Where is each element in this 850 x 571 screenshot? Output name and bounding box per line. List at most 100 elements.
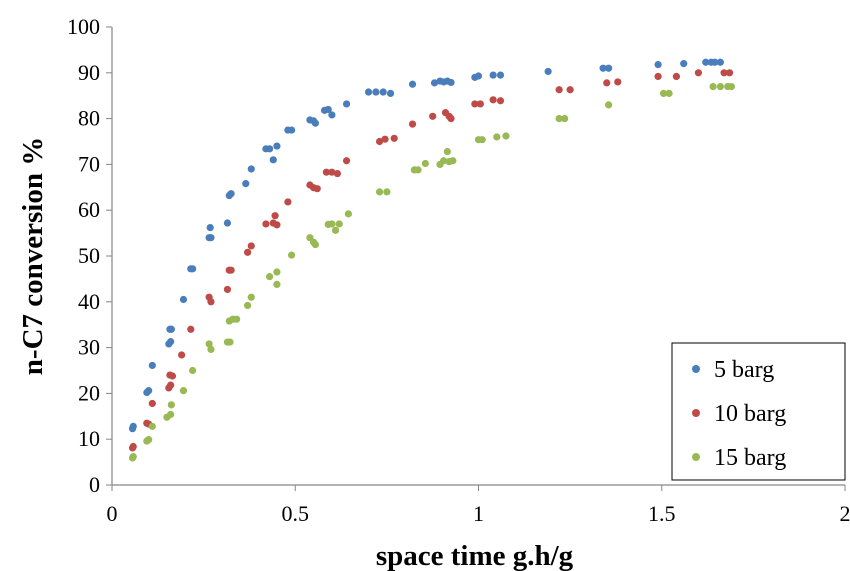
data-point-5-barg [227,190,235,198]
data-point-10-barg [725,69,734,77]
data-point-10-barg [271,212,279,220]
data-point-15-barg [328,220,336,228]
data-point-5-barg [328,111,336,119]
data-point-10-barg [167,381,175,389]
data-point-15-barg [659,89,668,98]
data-point-5-barg [269,156,277,164]
data-point-15-barg [148,422,156,430]
y-tick-label: 20 [78,380,100,405]
y-tick-label: 10 [78,426,100,451]
data-point-5-barg [496,71,505,79]
data-points [128,58,735,462]
data-point-5-barg [189,265,197,273]
data-point-10-barg [244,248,252,256]
data-point-5-barg [702,58,710,66]
data-point-15-barg [244,301,252,310]
data-point-5-barg [179,295,188,304]
data-point-10-barg [284,198,292,206]
data-point-5-barg [129,422,137,430]
x-tick-label: 0 [107,501,118,526]
data-point-10-barg [390,134,398,142]
data-point-5-barg [430,79,439,87]
data-point-15-barg [335,220,343,228]
data-point-15-barg [273,268,281,276]
data-point-5-barg [364,88,373,96]
data-point-10-barg [342,157,351,165]
data-point-15-barg [344,210,352,218]
data-point-5-barg [711,58,719,66]
legend-label: 15 barg [714,445,786,471]
data-point-15-barg [145,436,153,444]
data-point-15-barg [727,82,735,91]
data-point-5-barg [167,338,175,346]
data-point-10-barg [262,220,270,228]
data-point-10-barg [168,372,177,380]
data-point-10-barg [322,168,331,176]
data-point-15-barg [443,147,451,156]
data-point-10-barg [148,399,156,408]
data-point-15-barg [129,453,137,461]
data-point-5-barg [474,72,483,80]
data-point-15-barg [189,366,197,375]
data-point-15-barg [226,338,234,346]
data-point-5-barg [408,80,417,88]
data-point-5-barg [386,89,395,98]
y-tick-label: 30 [78,335,100,360]
data-point-10-barg [408,120,417,128]
data-point-10-barg [129,442,137,451]
x-tick-label: 1 [473,501,484,526]
data-point-10-barg [654,72,662,81]
data-point-15-barg [605,101,613,109]
x-tick-label: 0.5 [282,501,310,526]
data-point-15-barg [709,82,717,91]
data-point-10-barg [720,69,728,77]
y-tick-label: 0 [89,472,100,497]
data-point-10-barg [273,221,281,229]
data-point-5-barg [605,64,613,72]
data-point-5-barg [680,60,688,68]
data-point-5-barg [273,142,281,150]
data-point-5-barg [148,361,156,370]
x-axis-title: space time g.h/g [376,540,574,571]
data-point-15-barg [287,251,296,259]
y-tick-label: 50 [78,243,100,268]
data-point-15-barg [331,226,340,234]
data-point-10-barg [178,351,186,359]
legend: 5 barg 10 barg 15 barg [671,342,846,481]
y-tick-label: 100 [67,14,100,39]
data-point-5-barg [342,100,351,108]
data-point-10-barg [694,69,703,77]
tick-labels: 0 10 20 30 40 50 60 70 80 90 100 0 0.5 1 1.5 2 [67,14,850,526]
legend-marker [692,409,700,417]
data-point-10-barg [429,112,437,120]
y-tick-label: 90 [78,60,100,85]
data-point-10-barg [566,86,574,94]
data-point-10-barg [247,242,255,250]
x-tick-label: 2 [840,501,850,526]
data-point-15-barg [167,401,175,409]
data-point-10-barg [489,96,497,104]
data-point-15-barg [311,240,320,249]
data-point-5-barg [145,387,153,395]
data-point-10-barg [375,137,384,146]
data-point-15-barg [167,410,175,419]
data-point-10-barg [227,266,235,274]
data-point-10-barg [496,97,505,105]
data-point-15-barg [665,89,673,98]
data-point-10-barg [447,115,455,123]
data-point-10-barg [672,72,681,81]
data-point-15-barg [247,293,255,301]
data-point-15-barg [449,157,457,165]
data-point-5-barg [654,60,662,69]
legend-marker [692,453,700,461]
data-point-10-barg [614,78,622,86]
data-point-5-barg [372,88,380,96]
data-point-5-barg [379,88,387,96]
legend-marker [692,365,700,373]
data-point-10-barg [223,285,232,294]
data-point-5-barg [207,234,215,242]
data-point-15-barg [273,280,281,288]
data-point-15-barg [421,159,429,168]
y-axis-title: n-C7 conversion % [17,137,49,375]
